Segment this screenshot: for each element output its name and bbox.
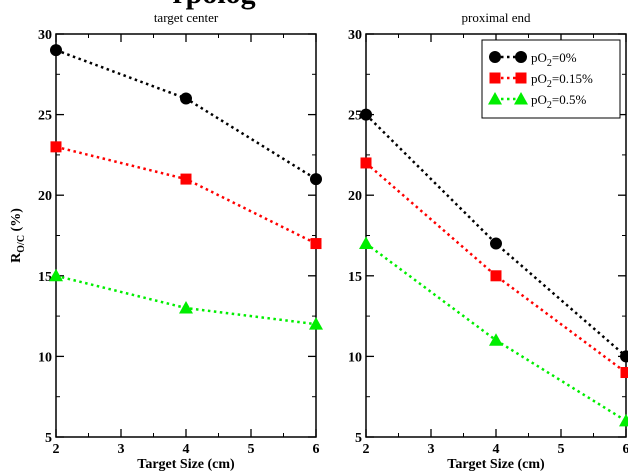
y-tick-label: 15 bbox=[38, 270, 52, 285]
series-lines bbox=[365, 113, 627, 422]
series-line bbox=[55, 274, 317, 326]
y-axis-label: RO/C (%) bbox=[9, 208, 27, 263]
legend-marker bbox=[488, 92, 502, 105]
data-point bbox=[50, 141, 62, 153]
data-point bbox=[309, 317, 323, 330]
legend-marker bbox=[489, 72, 501, 84]
data-point bbox=[50, 44, 62, 57]
data-point bbox=[360, 108, 372, 121]
legend-label: pO2=0% bbox=[531, 50, 577, 69]
x-axis-label: Target Size (cm) bbox=[137, 457, 235, 472]
data-point bbox=[180, 173, 192, 185]
panel-title: proximal end bbox=[462, 10, 531, 25]
legend-box bbox=[481, 39, 621, 119]
x-tick-label: 2 bbox=[363, 442, 370, 457]
x-tick-label: 4 bbox=[493, 442, 500, 457]
series-line bbox=[55, 145, 317, 245]
series-line bbox=[365, 113, 627, 358]
x-tick-label: 6 bbox=[623, 442, 628, 457]
y-tick-label: 15 bbox=[348, 270, 362, 285]
legend-marker bbox=[515, 72, 527, 84]
x-tick-label: 3 bbox=[118, 442, 125, 457]
y-tick-label: 20 bbox=[348, 189, 362, 204]
figure-title-fragment: rpolog bbox=[172, 0, 255, 10]
data-point bbox=[179, 301, 193, 314]
data-point bbox=[619, 413, 628, 427]
data-point bbox=[360, 157, 372, 169]
panel-title: target center bbox=[154, 10, 219, 25]
chart-proximal-end: proximal end 5 10 15 20 25 30 2 3 4 5 6 Target Siz… bbox=[348, 10, 628, 472]
data-point bbox=[180, 92, 192, 105]
chart-target-center: target center 5 10 15 20 25 30 2 3 4 5 6 Target Si… bbox=[9, 10, 323, 472]
axis-ticks: 5 10 15 20 25 30 2 3 4 5 6 bbox=[38, 28, 320, 457]
y-tick-label: 30 bbox=[38, 28, 52, 43]
y-tick-label: 25 bbox=[348, 109, 362, 124]
legend-label: pO2=0.5% bbox=[531, 92, 586, 111]
data-point bbox=[310, 238, 322, 250]
data-point bbox=[489, 333, 503, 346]
x-tick-label: 3 bbox=[428, 442, 435, 457]
x-tick-label: 5 bbox=[558, 442, 565, 457]
data-point bbox=[49, 268, 63, 282]
axis-ticks: 5 10 15 20 25 30 2 3 4 5 6 bbox=[348, 28, 628, 457]
legend: pO2=0% pO2=0.15% pO2=0.5% bbox=[481, 39, 621, 119]
legend-label: pO2=0.15% bbox=[531, 71, 593, 90]
data-point bbox=[620, 367, 628, 379]
x-tick-label: 6 bbox=[313, 442, 320, 457]
y-tick-label: 5 bbox=[45, 431, 52, 446]
x-tick-label: 2 bbox=[53, 442, 60, 457]
data-point bbox=[490, 237, 502, 250]
series-lines bbox=[55, 48, 317, 326]
series-line bbox=[365, 242, 627, 422]
data-point bbox=[359, 236, 373, 250]
legend-marker bbox=[515, 51, 527, 63]
data-point bbox=[310, 173, 322, 186]
data-point bbox=[620, 350, 628, 363]
series-markers bbox=[359, 108, 628, 427]
y-tick-label: 30 bbox=[348, 28, 362, 43]
x-tick-label: 4 bbox=[183, 442, 190, 457]
x-axis-label: Target Size (cm) bbox=[447, 457, 545, 472]
y-tick-label: 25 bbox=[38, 109, 52, 124]
legend-marker bbox=[489, 51, 501, 63]
series-line bbox=[55, 48, 317, 181]
data-point bbox=[490, 270, 502, 282]
x-tick-label: 5 bbox=[248, 442, 255, 457]
series-markers bbox=[49, 44, 323, 330]
y-tick-label: 10 bbox=[348, 350, 362, 365]
y-tick-label: 10 bbox=[38, 350, 52, 365]
y-tick-label: 20 bbox=[38, 189, 52, 204]
y-tick-label: 5 bbox=[355, 431, 362, 446]
legend-marker bbox=[514, 92, 528, 105]
